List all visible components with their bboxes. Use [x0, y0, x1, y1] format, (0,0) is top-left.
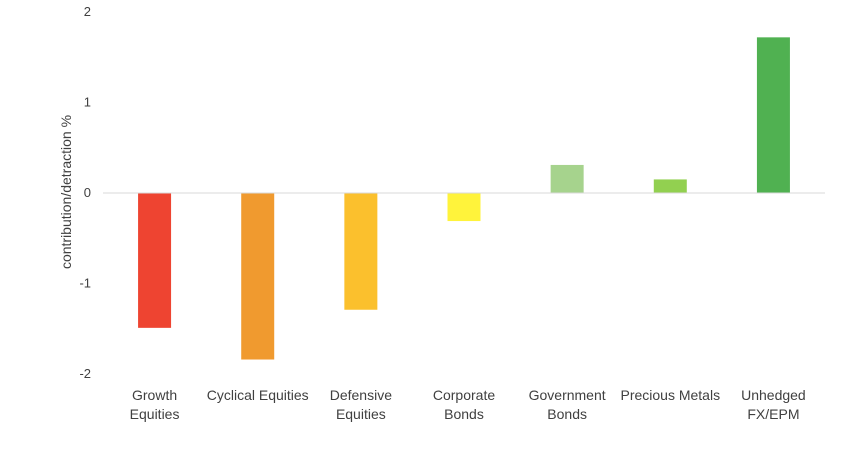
x-axis-labels: Growth Equities Cyclical Equities Defensive… [130, 387, 806, 422]
x-tick-label: Government Bonds [529, 387, 606, 422]
y-tick-label: -2 [79, 366, 91, 381]
x-tick-label-line: Corporate [433, 387, 495, 403]
x-tick-label: Precious Metals [620, 387, 720, 403]
bar [653, 179, 687, 193]
x-tick-label-line: Government [529, 387, 606, 403]
y-tick-label: 0 [84, 185, 91, 200]
bar [447, 193, 481, 222]
x-tick-label-line: FX/EPM [747, 406, 799, 422]
x-tick-label-line: Equities [130, 406, 180, 422]
y-tick-label: -1 [79, 276, 91, 291]
x-tick-label-line: Unhedged [741, 387, 806, 403]
x-tick-label-line: Precious Metals [620, 387, 720, 403]
x-tick-label: Unhedged FX/EPM [741, 387, 806, 422]
x-tick-label: Defensive Equities [330, 387, 392, 422]
bar [756, 37, 790, 194]
x-tick-label: Corporate Bonds [433, 387, 495, 422]
x-tick-label: Growth Equities [130, 387, 180, 422]
bar [241, 193, 275, 360]
bar [550, 164, 584, 193]
bar [344, 193, 378, 310]
x-tick-label-line: Bonds [547, 406, 587, 422]
x-tick-label: Cyclical Equities [207, 387, 309, 403]
y-tick-label: 2 [84, 4, 91, 19]
y-axis-ticks: 2 1 0 -1 -2 [79, 4, 91, 381]
y-tick-label: 1 [84, 95, 91, 110]
x-tick-label-line: Defensive [330, 387, 392, 403]
x-tick-label-line: Equities [336, 406, 386, 422]
bars [138, 37, 790, 360]
bar [138, 193, 172, 328]
x-tick-label-line: Growth [132, 387, 177, 403]
x-tick-label-line: Cyclical Equities [207, 387, 309, 403]
y-axis-title: contribution/detraction % [58, 115, 74, 269]
x-tick-label-line: Bonds [444, 406, 484, 422]
